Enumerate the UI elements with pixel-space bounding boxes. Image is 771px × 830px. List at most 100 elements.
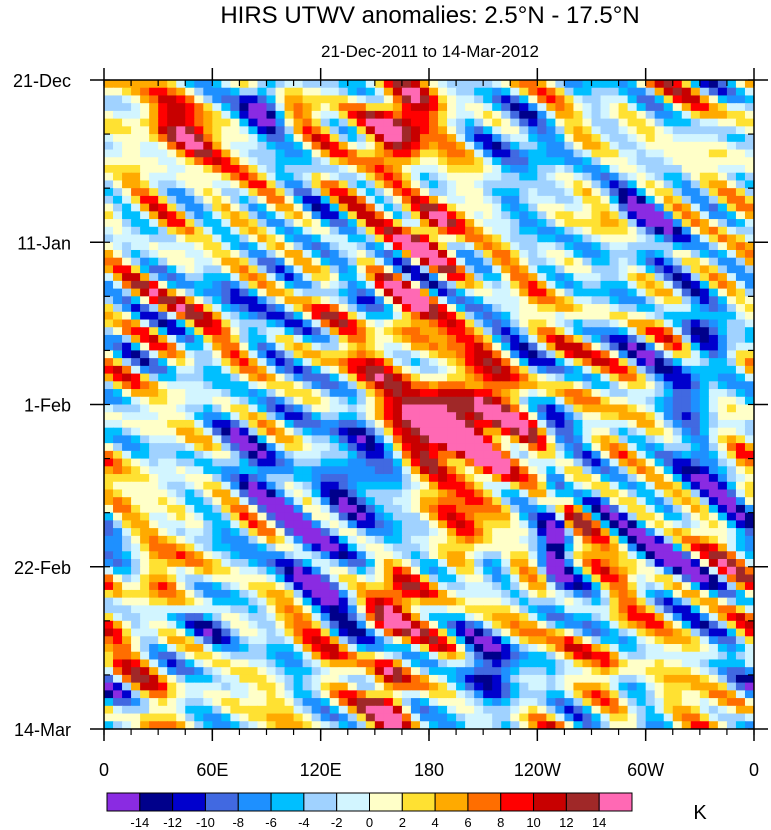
heatmap-cell: [636, 566, 647, 576]
heatmap-cell: [690, 219, 701, 228]
heatmap-cell: [600, 87, 611, 97]
heatmap-cell: [573, 365, 584, 375]
heatmap-cell: [483, 265, 493, 274]
heatmap-cell: [365, 504, 376, 514]
heatmap-cell: [356, 280, 367, 290]
heatmap-cell: [374, 95, 385, 104]
heatmap-cell: [401, 520, 412, 529]
heatmap-cell: [744, 543, 754, 552]
heatmap-cell: [591, 141, 602, 151]
heatmap-cell: [627, 95, 638, 104]
heatmap-cell: [419, 358, 430, 367]
heatmap-cell: [284, 141, 295, 151]
heatmap-cell: [510, 164, 520, 174]
heatmap-cell: [528, 489, 538, 498]
heatmap-cell: [140, 497, 150, 506]
heatmap-cell: [194, 249, 204, 259]
heatmap-cell: [311, 126, 322, 135]
heatmap-cell: [410, 149, 421, 158]
heatmap-cell: [194, 149, 204, 158]
heatmap-cell: [401, 103, 412, 112]
heatmap-cell: [239, 613, 250, 622]
heatmap-cell: [528, 265, 538, 274]
heatmap-cell: [636, 373, 647, 382]
heatmap-cell: [113, 211, 123, 220]
heatmap-cell: [645, 95, 656, 104]
heatmap-cell: [537, 172, 547, 182]
heatmap-cell: [546, 350, 556, 359]
heatmap-cell: [645, 365, 656, 375]
heatmap-cell: [149, 319, 159, 328]
heatmap-cell: [690, 180, 701, 189]
heatmap-cell: [717, 211, 728, 220]
heatmap-cell: [600, 95, 611, 104]
heatmap-cell: [618, 512, 629, 521]
heatmap-cell: [401, 249, 412, 259]
heatmap-cell: [564, 450, 575, 460]
heatmap-cell: [582, 559, 593, 568]
heatmap-cell: [203, 381, 213, 390]
heatmap-cell: [194, 342, 204, 352]
heatmap-cell: [726, 288, 737, 297]
heatmap-cell: [167, 95, 177, 104]
heatmap-cell: [185, 512, 195, 521]
heatmap-cell: [699, 373, 710, 382]
heatmap-cell: [320, 481, 331, 491]
heatmap-cell: [347, 497, 358, 506]
heatmap-cell: [429, 172, 439, 182]
heatmap-cell: [293, 504, 304, 514]
heatmap-cell: [167, 141, 177, 151]
heatmap-cell: [239, 350, 250, 359]
heatmap-cell: [329, 396, 340, 406]
heatmap-cell: [410, 87, 421, 97]
heatmap-cell: [356, 489, 367, 498]
heatmap-cell: [113, 280, 123, 290]
heatmap-cell: [401, 404, 412, 413]
heatmap-cell: [699, 582, 710, 591]
heatmap-cell: [131, 319, 141, 328]
heatmap-cell: [492, 574, 502, 583]
heatmap-cell: [726, 319, 737, 328]
heatmap-cell: [726, 234, 737, 243]
heatmap-cell: [600, 381, 611, 390]
heatmap-cell: [176, 164, 186, 174]
heatmap-cell: [717, 327, 728, 336]
heatmap-cell: [735, 242, 746, 251]
heatmap-cell: [122, 118, 132, 127]
heatmap-cell: [735, 458, 746, 467]
heatmap-cell: [672, 172, 683, 182]
heatmap-cell: [474, 589, 484, 599]
heatmap-cell: [636, 80, 647, 89]
heatmap-cell: [474, 180, 484, 189]
heatmap-cell: [690, 195, 701, 205]
heatmap-cell: [537, 528, 547, 537]
heatmap-cell: [320, 334, 331, 344]
heatmap-cell: [438, 304, 448, 313]
heatmap-cell: [483, 605, 493, 614]
heatmap-cell: [185, 327, 195, 336]
heatmap-cell: [699, 234, 710, 243]
heatmap-cell: [239, 597, 250, 606]
heatmap-cell: [176, 134, 186, 143]
heatmap-cell: [167, 481, 177, 491]
heatmap-cell: [401, 497, 412, 506]
heatmap-cell: [239, 249, 250, 259]
heatmap-cell: [374, 134, 385, 143]
heatmap-cell: [627, 172, 638, 182]
heatmap-cell: [374, 234, 385, 243]
heatmap-cell: [410, 582, 421, 591]
heatmap-cell: [383, 296, 394, 305]
heatmap-cell: [338, 520, 349, 529]
heatmap-cell: [627, 489, 638, 498]
heatmap-cell: [194, 95, 204, 104]
heatmap-cell: [681, 296, 692, 305]
heatmap-cell: [555, 134, 566, 143]
heatmap-cell: [744, 249, 754, 259]
heatmap-cell: [654, 134, 665, 143]
heatmap-cell: [465, 373, 475, 382]
heatmap-cell: [320, 559, 331, 568]
heatmap-cell: [744, 458, 754, 467]
heatmap-cell: [176, 605, 186, 614]
heatmap-cell: [392, 149, 403, 158]
heatmap-cell: [221, 365, 231, 375]
